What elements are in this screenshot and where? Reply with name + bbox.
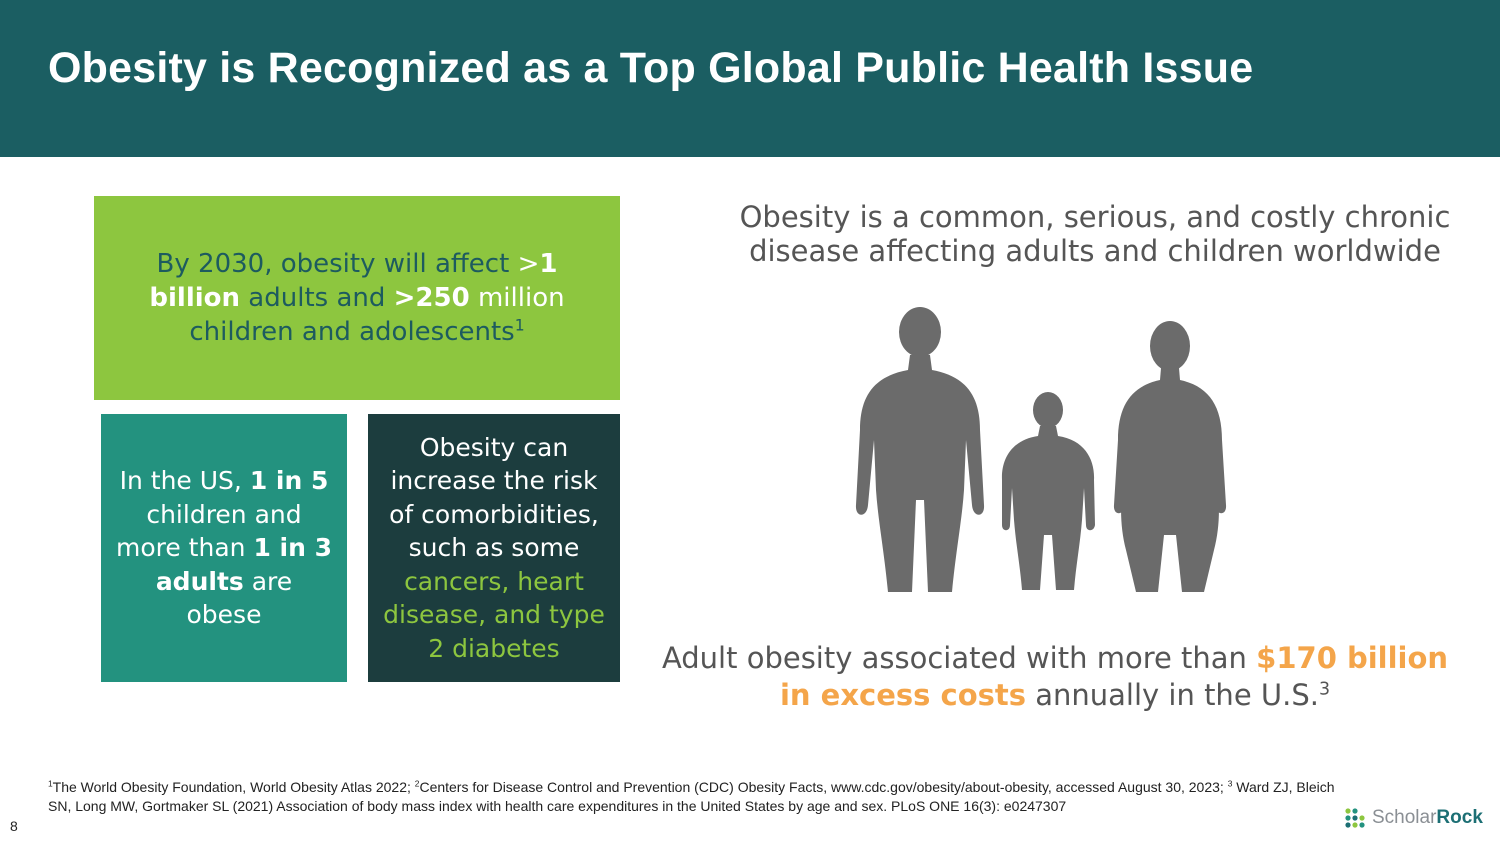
highlight-text: 1 billion — [149, 249, 558, 313]
stat-box-us-text: In the US, 1 in 5 children and more than… — [115, 464, 333, 632]
highlight-text: 1 in 5 — [249, 466, 329, 496]
cost-statement: Adult obesity associated with more than … — [660, 640, 1450, 714]
header-bar: Obesity is Recognized as a Top Global Pu… — [0, 0, 1500, 157]
reference-text: Centers for Disease Control and Preventi… — [419, 779, 1228, 795]
text-span: In the US, — [119, 466, 250, 496]
page-number: 8 — [10, 818, 18, 834]
logo-text-part: Rock — [1436, 807, 1483, 828]
text-span: > — [517, 249, 540, 279]
highlight-text: $170 billion in excess costs — [779, 641, 1449, 712]
headline-text: Obesity is a common, serious, and costly… — [739, 200, 1451, 268]
text-span: million — [469, 283, 565, 313]
footnote-ref: 3 — [1318, 679, 1331, 700]
text-span: Adult obesity associated with more than — [661, 641, 1257, 675]
stat-box-global-text: By 2030, obesity will affect >1 billion … — [124, 247, 590, 349]
highlight-text: 1 in 3 adults — [155, 533, 333, 596]
text-span: adults and — [240, 283, 394, 313]
footnote-ref: 1 — [48, 778, 53, 789]
family-silhouette-icon — [855, 307, 1227, 592]
reference-text: Ward ZJ, Bleich SN, Long MW, Gortmaker S… — [48, 779, 1335, 814]
footnote-ref: 3 — [1227, 778, 1233, 789]
highlight-text: cancers, heart disease, and type 2 diabe… — [383, 566, 605, 663]
text-span: By 2030, obesity will affect — [156, 249, 518, 279]
logo-text: ScholarRock — [1372, 807, 1483, 829]
highlight-text: >250 — [393, 283, 470, 313]
stat-box-us: In the US, 1 in 5 children and more than… — [101, 414, 347, 682]
text-span: annually in the U.S. — [1026, 678, 1319, 712]
stat-box-comorbidities-text: Obesity can increase the risk of comorbi… — [380, 431, 608, 666]
footnote-ref: 1 — [514, 316, 525, 335]
logo-text-part: Scholar — [1372, 807, 1437, 828]
reference-text: The World Obesity Foundation, World Obes… — [52, 779, 415, 795]
page-title: Obesity is Recognized as a Top Global Pu… — [48, 44, 1254, 92]
text-span: Obesity can increase the risk of comorbi… — [389, 432, 599, 563]
text-span: children and more than — [115, 499, 302, 563]
footnote-ref: 2 — [414, 778, 420, 789]
stat-box-global: By 2030, obesity will affect >1 billion … — [94, 196, 620, 400]
text-span: are obese — [186, 566, 293, 630]
stat-box-comorbidities: Obesity can increase the risk of comorbi… — [368, 414, 620, 682]
footnote-references: 1The World Obesity Foundation, World Obe… — [48, 778, 1348, 816]
scholar-rock-logo-icon — [1345, 808, 1365, 828]
company-logo: ScholarRock — [1343, 803, 1488, 833]
text-span: children and adolescents — [189, 317, 515, 347]
